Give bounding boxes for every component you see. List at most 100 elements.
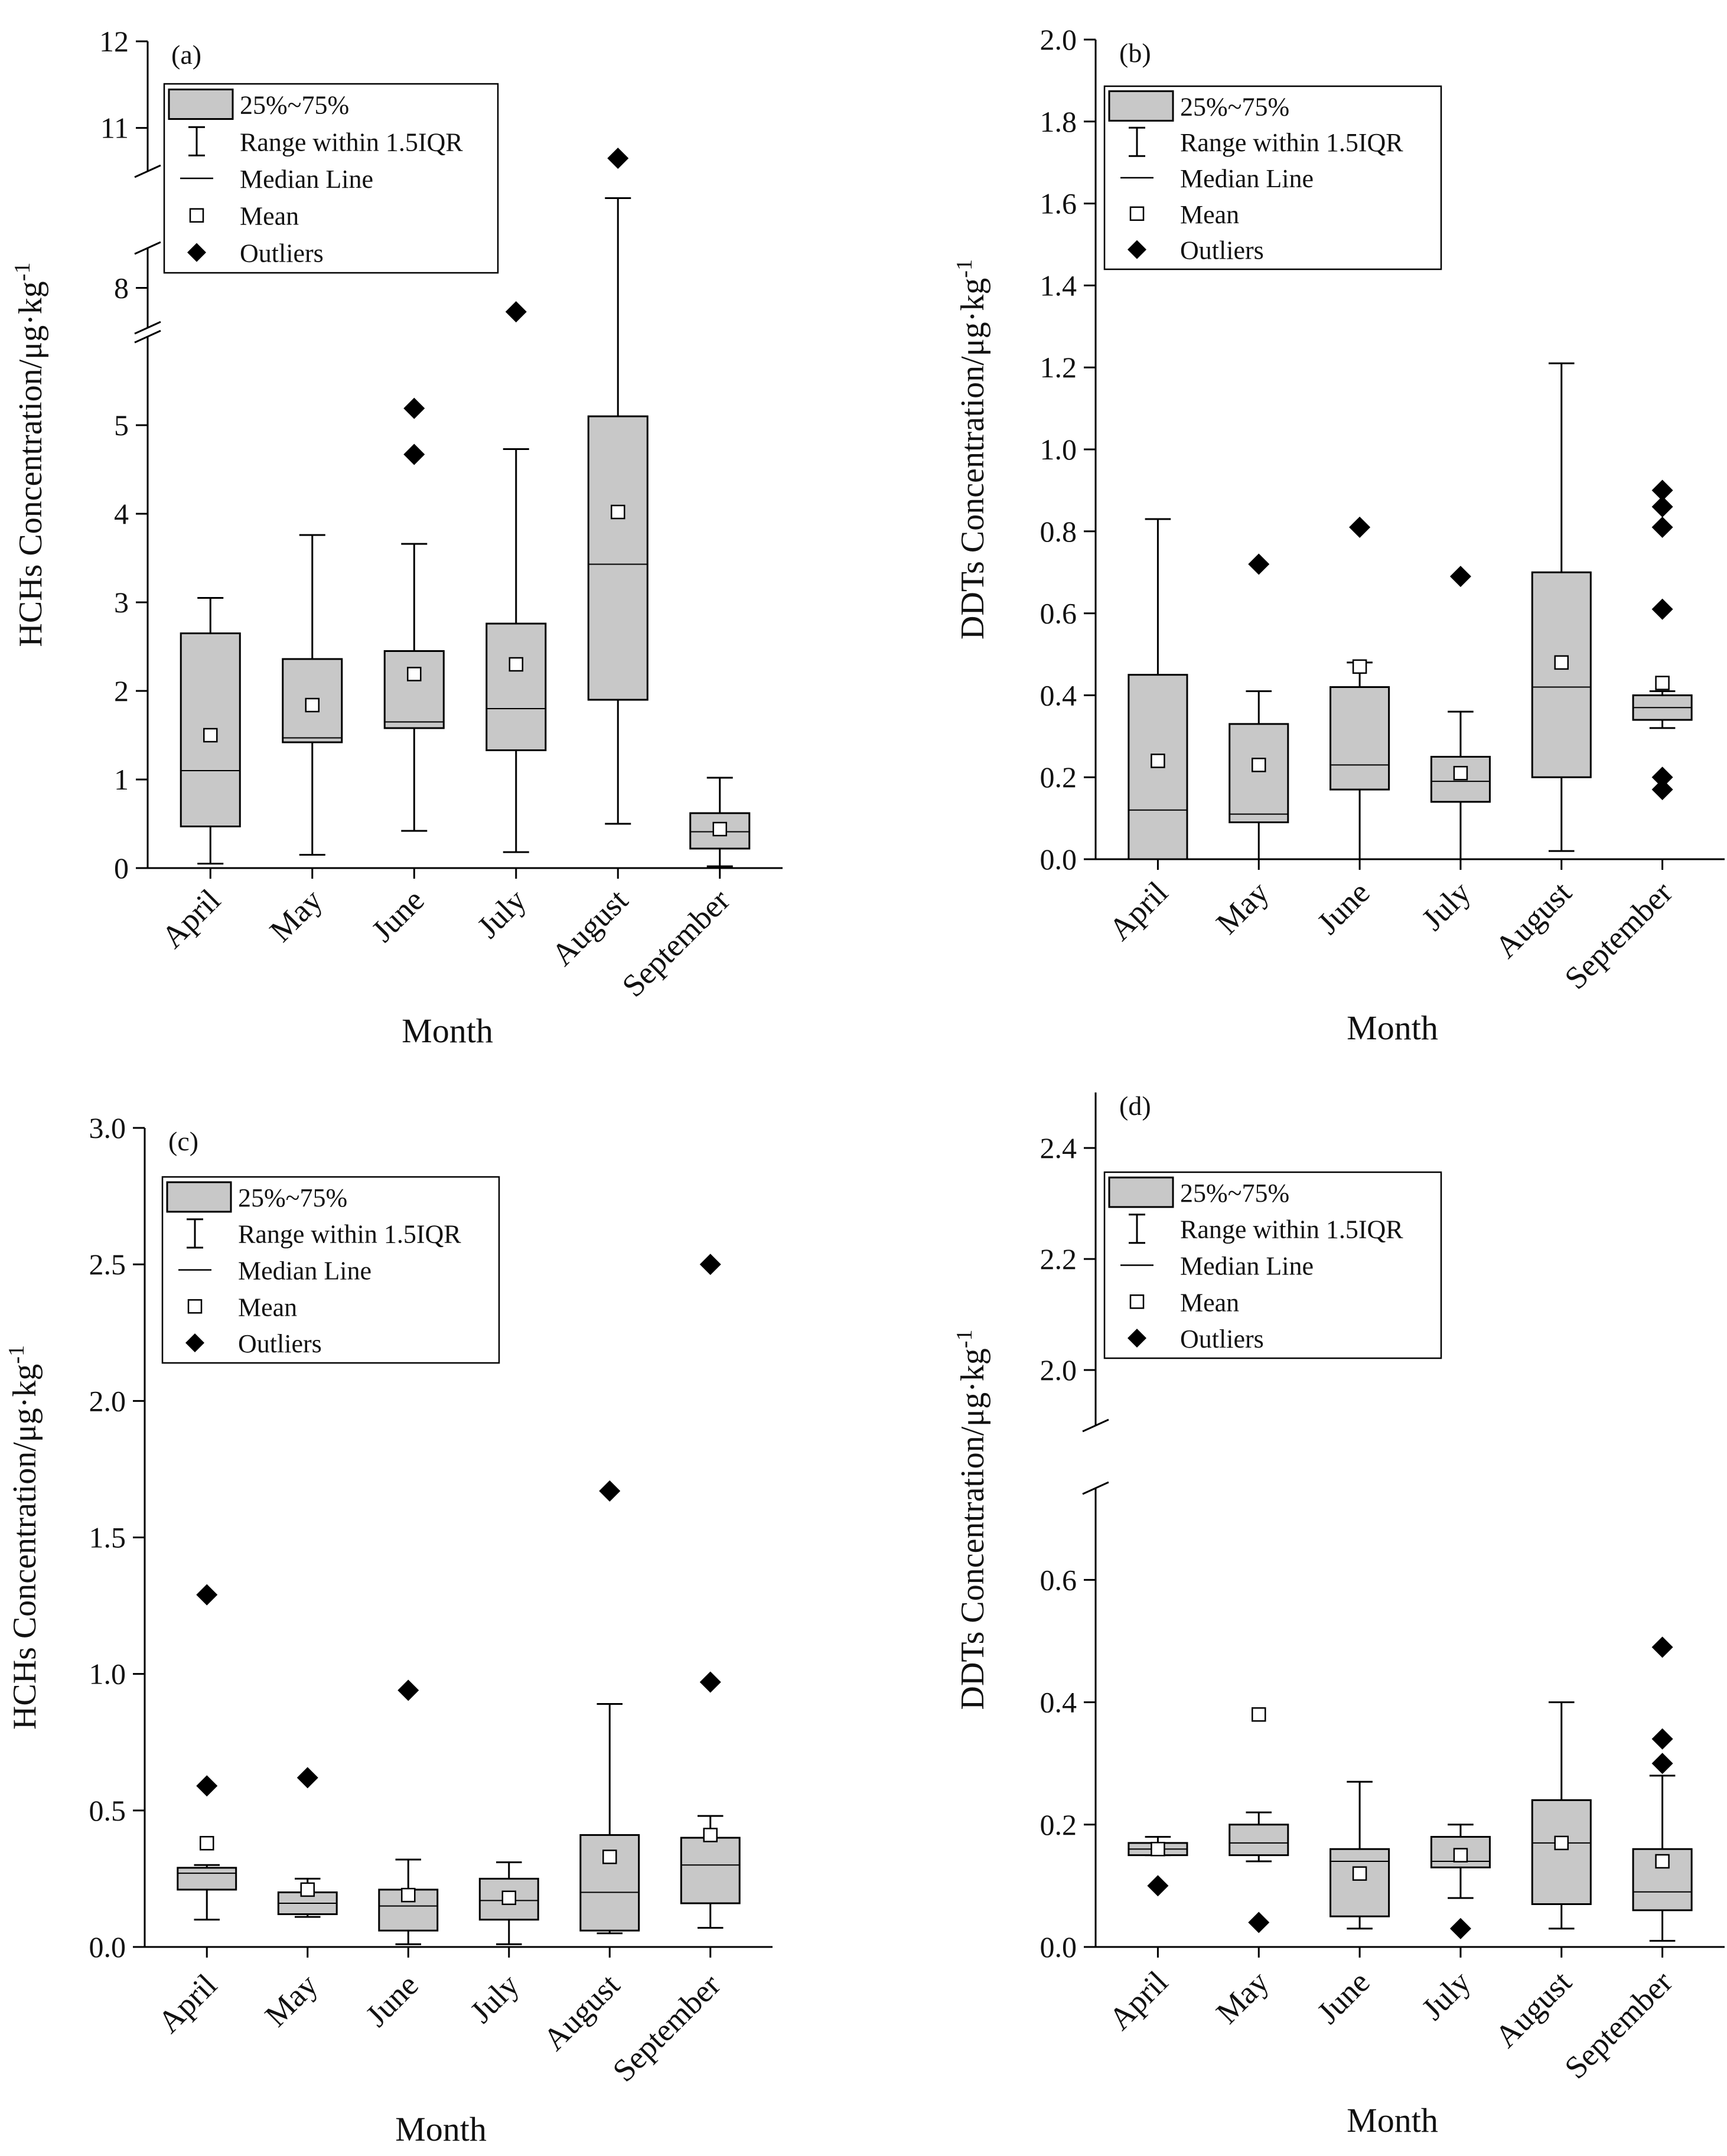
outlier-point (599, 1480, 621, 1502)
box-may (277, 1767, 338, 1918)
mean-marker (602, 1850, 617, 1864)
axis-break-mark (1082, 1418, 1109, 1433)
y-axis-title-superscript: -1 (10, 262, 35, 281)
y-tick-label: 2.0 (89, 1384, 126, 1417)
iqr-box (680, 1837, 741, 1904)
legend-label: Median Line (238, 1257, 372, 1286)
x-axis-title: Month (1347, 2101, 1438, 2139)
x-tick-label: September (615, 882, 737, 1004)
outlier-point (1248, 1912, 1270, 1933)
box-april (1128, 1836, 1188, 1897)
axis-break-mark (134, 164, 161, 178)
x-tick-label: May (1209, 875, 1275, 941)
y-tick-label: 2.0 (1040, 1353, 1077, 1387)
x-axis-title: Month (395, 2110, 487, 2148)
legend-label: Mean (1180, 200, 1239, 229)
legend: 25%~75% Range within 1.5IQR Median Line Mea… (163, 83, 499, 274)
y-axis-title: HCHs Concentration/μg·kg-1 (10, 262, 49, 647)
outlier-point (1651, 1728, 1673, 1750)
outlier-point (1651, 598, 1673, 620)
y-tick-label: 5 (114, 409, 129, 442)
box-july (1430, 566, 1491, 860)
panel-b: 0.0 0.2 0.4 0.6 0.8 1.0 1.2 1.4 1.6 1.8 2.0 April Ma… (952, 23, 1725, 1047)
box-september (1632, 480, 1693, 801)
x-tick-label: June (1310, 875, 1376, 941)
mean-marker (1453, 1848, 1468, 1863)
y-axis-title: DDTs Concentration/μg·kg-1 (952, 1329, 991, 1710)
box-june (1330, 516, 1390, 860)
outlier-point (699, 1254, 721, 1276)
panel-label: (c) (168, 1126, 198, 1156)
legend-label: 25%~75% (240, 91, 349, 120)
box-april (180, 597, 241, 865)
y-tick-label: 2.5 (89, 1248, 126, 1281)
x-tick-label: June (1310, 1964, 1376, 2030)
y-tick-label: 0.6 (1040, 597, 1077, 630)
y-tick-label: 2 (114, 674, 129, 707)
axis-break-mark (134, 241, 161, 255)
y-axis-title: HCHs Concentration/μg·kg-1 (4, 1345, 43, 1730)
legend-label: Outliers (240, 239, 324, 268)
box-may (282, 534, 343, 856)
y-tick-label: 11 (100, 112, 129, 145)
x-tick-label: July (463, 1967, 526, 2030)
x-tick-label: September (1557, 1964, 1679, 2086)
legend-mean-swatch (187, 1299, 203, 1314)
x-tick-label: July (1415, 1964, 1477, 2027)
box-july (1430, 1824, 1491, 1939)
box-september (1632, 1636, 1693, 1942)
x-tick-label: May (263, 882, 329, 948)
iqr-box (1531, 571, 1592, 778)
y-tick-label: 0.0 (1040, 843, 1077, 876)
mean-marker (1453, 766, 1468, 781)
outlier-point (403, 443, 425, 465)
mean-marker (401, 1887, 416, 1903)
x-tick-label: April (1102, 1964, 1175, 2037)
box-august (1531, 1701, 1592, 1930)
legend-label: Median Line (240, 165, 373, 194)
x-tick-label: June (359, 1967, 425, 2033)
x-tick-label: August (1488, 1964, 1578, 2054)
legend-box-swatch (1108, 1176, 1174, 1208)
outlier-point (607, 148, 629, 169)
y-tick-label: 0.2 (1040, 761, 1077, 794)
mean-marker (1554, 1835, 1569, 1851)
y-tick-label: 3.0 (89, 1111, 126, 1144)
x-tick-label: April (1102, 875, 1175, 947)
y-tick-label: 1.0 (89, 1658, 126, 1691)
iqr-box (1229, 1824, 1289, 1857)
y-axis-title: DDTs Concentration/μg·kg-1 (952, 259, 991, 640)
y-axis-title-superscript: -1 (4, 1345, 29, 1364)
y-axis-title-superscript: -1 (952, 259, 977, 278)
box-april (1128, 518, 1188, 860)
mean-marker (200, 1836, 214, 1851)
legend-label: Outliers (1180, 1325, 1264, 1353)
legend-label: 25%~75% (1180, 92, 1289, 121)
x-tick-label: April (155, 882, 227, 955)
legend-label: 25%~75% (1180, 1179, 1289, 1208)
iqr-box (1330, 686, 1390, 791)
box-june (378, 1679, 439, 1945)
y-tick-label: 0.0 (89, 1930, 126, 1963)
y-tick-label: 8 (114, 272, 129, 305)
panel-label: (a) (171, 40, 201, 70)
y-tick-label: 0.6 (1040, 1563, 1077, 1596)
box-june (383, 397, 445, 832)
iqr-box (383, 650, 445, 729)
legend-label: Median Line (1180, 1252, 1314, 1281)
legend-label: Median Line (1180, 164, 1314, 193)
legend-label: Outliers (1180, 236, 1264, 265)
outlier-point (403, 397, 425, 419)
box-september (689, 777, 751, 867)
y-axis-title-main: DDTs Concentration/μg·kg (954, 278, 991, 640)
y-tick-label: 1.5 (89, 1521, 126, 1554)
y-tick-label: 1.2 (1040, 351, 1077, 384)
outlier-point (397, 1679, 419, 1701)
y-tick-label: 1.6 (1040, 187, 1077, 220)
box-june (1330, 1780, 1390, 1930)
outlier-point (196, 1775, 218, 1797)
y-tick-label: 0.4 (1040, 1686, 1077, 1719)
x-tick-label: September (1557, 875, 1679, 996)
